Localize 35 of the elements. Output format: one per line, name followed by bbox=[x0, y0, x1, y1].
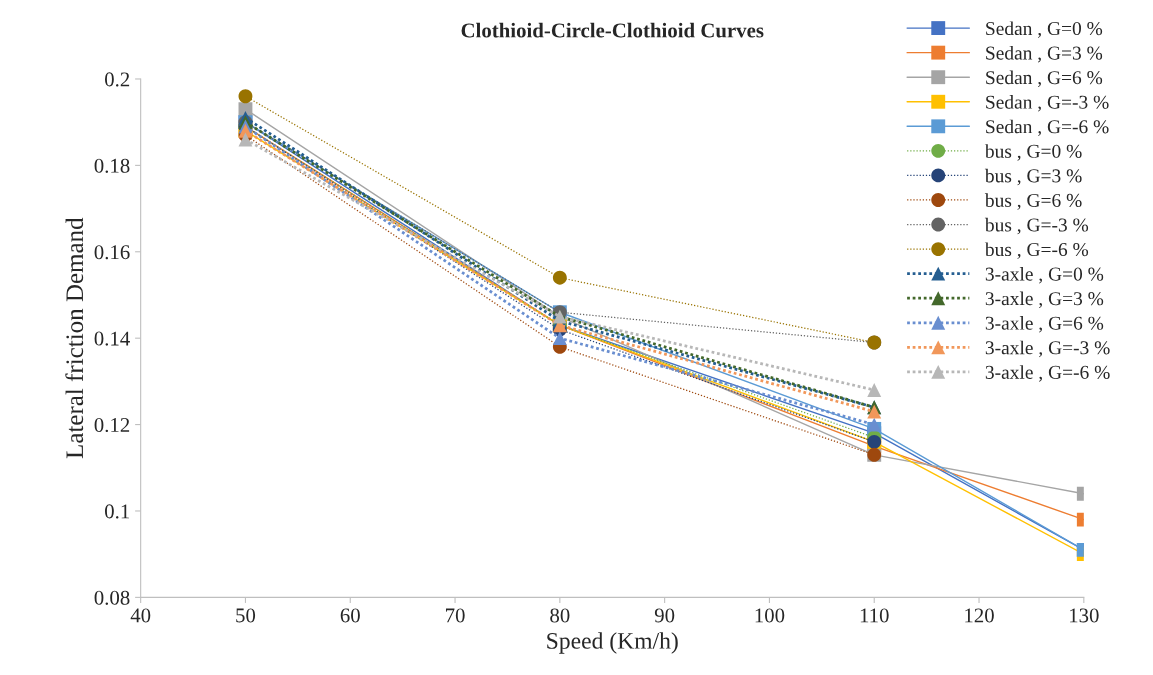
legend-label: bus , G=6 % bbox=[984, 193, 1082, 210]
legend-label: Sedan , G=-3 % bbox=[986, 95, 1109, 112]
legend-label: 3-axle , G=3 % bbox=[985, 291, 1104, 309]
y-tick-label: 0.14 bbox=[94, 331, 130, 346]
x-tick-label: 90 bbox=[654, 608, 675, 623]
y-tick-label: 0.16 bbox=[94, 245, 130, 260]
legend-label: 3-axle , G=0 % bbox=[985, 266, 1104, 284]
x-tick-label: 40 bbox=[130, 608, 151, 623]
y-tick-label: 0.18 bbox=[94, 158, 130, 173]
legend-label: Sedan , G=3 % bbox=[986, 45, 1103, 63]
y-axis-title: Lateral friction Demand bbox=[65, 217, 84, 459]
legend-label: bus , G=-6 % bbox=[984, 242, 1089, 259]
y-tick-label: 0.08 bbox=[94, 590, 130, 605]
y-tick-label: 0.12 bbox=[94, 417, 130, 433]
x-tick-label: 50 bbox=[236, 608, 256, 623]
legend-label: bus , G=0 % bbox=[984, 144, 1082, 161]
chart-title: Clothioid-Circle-Clothioid Curves bbox=[461, 22, 764, 38]
legend-label: Sedan , G=6 % bbox=[986, 70, 1103, 87]
y-tick-label: 0.2 bbox=[105, 72, 130, 87]
x-tick-label: 100 bbox=[755, 608, 785, 623]
x-tick-label: 120 bbox=[965, 608, 994, 623]
legend-label: 3-axle , G=6 % bbox=[985, 316, 1104, 333]
legend-label: Sedan , G=0 % bbox=[986, 21, 1103, 38]
y-tick-label: 0.1 bbox=[105, 504, 129, 519]
x-axis-title: Speed (Km/h) bbox=[547, 632, 678, 654]
legend-label: bus , G=-3 % bbox=[984, 217, 1089, 235]
legend-label: 3-axle , G=-3 % bbox=[985, 340, 1110, 358]
legend-label: bus , G=3 % bbox=[984, 168, 1082, 186]
legend-label: 3-axle , G=-6 % bbox=[985, 365, 1110, 382]
legend-label: Sedan , G=-6 % bbox=[986, 119, 1109, 137]
x-tick-label: 70 bbox=[446, 608, 465, 623]
x-tick-label: 110 bbox=[860, 608, 889, 623]
x-tick-label: 130 bbox=[1070, 608, 1099, 623]
x-tick-label: 80 bbox=[550, 608, 570, 623]
x-tick-label: 60 bbox=[340, 608, 360, 623]
